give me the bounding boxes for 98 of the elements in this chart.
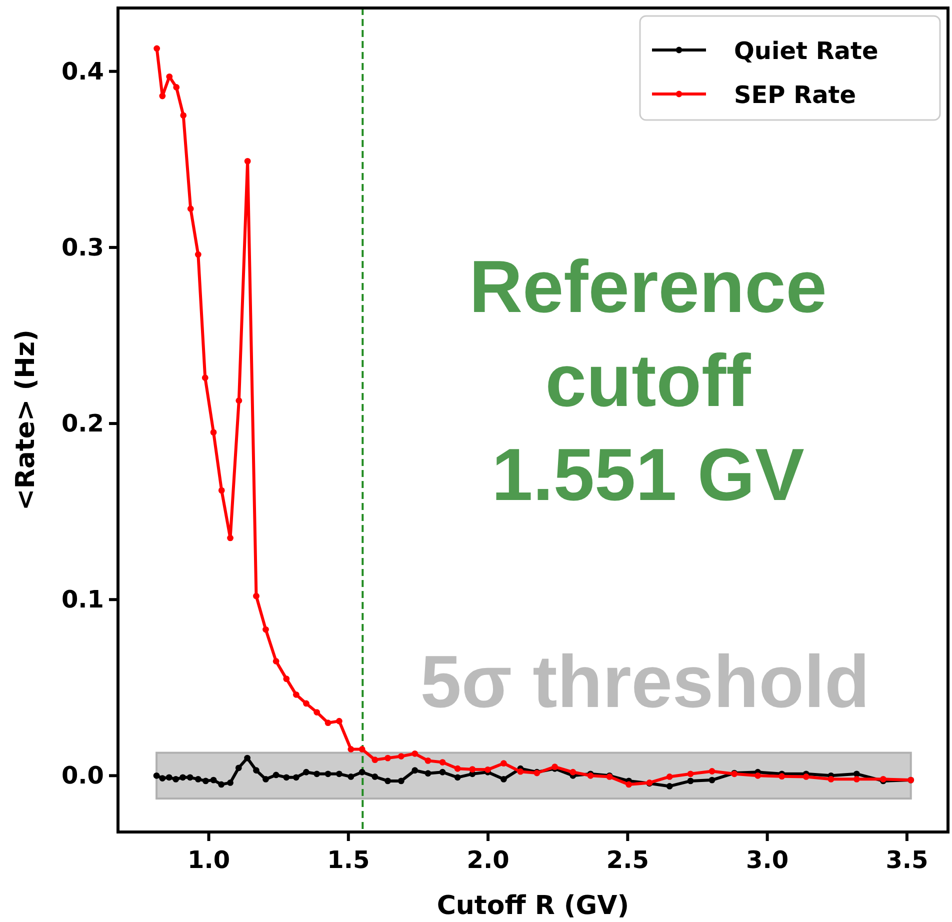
point (348, 774, 354, 780)
point (517, 768, 524, 775)
point (172, 776, 180, 782)
y-tick-label: 0.1 (61, 586, 104, 614)
point (292, 774, 300, 781)
x-tick-label: 1.5 (327, 846, 370, 874)
point (253, 592, 260, 600)
point (384, 778, 391, 784)
point (484, 766, 491, 773)
point (154, 45, 160, 52)
point (314, 770, 320, 778)
point (186, 774, 194, 781)
point (666, 783, 673, 790)
point (227, 534, 234, 542)
point (439, 768, 446, 776)
point (166, 774, 172, 781)
point (500, 776, 507, 782)
point (802, 774, 810, 780)
point (324, 720, 332, 726)
point (687, 778, 694, 784)
point (358, 746, 366, 752)
point (194, 776, 202, 782)
point (202, 374, 208, 381)
point (666, 774, 673, 780)
y-tick-label: 0.3 (61, 233, 104, 262)
point (262, 776, 269, 782)
point (358, 768, 366, 776)
point (210, 776, 217, 784)
x-tick-label: 3.0 (746, 846, 789, 874)
ref-line-label: Reference cutoff 1.551 GV (469, 245, 827, 516)
legend-label: SEP Rate (734, 81, 856, 109)
point (336, 718, 342, 724)
point (708, 776, 716, 784)
point (454, 774, 461, 781)
point (778, 773, 786, 780)
point (314, 709, 320, 716)
point (283, 774, 290, 781)
point (412, 750, 418, 757)
point (283, 676, 290, 682)
point (384, 754, 391, 762)
point (159, 775, 166, 782)
point (227, 780, 234, 786)
point (187, 206, 194, 212)
point (272, 772, 280, 778)
point (708, 768, 716, 774)
point (303, 768, 310, 776)
y-tick-label: 0.4 (61, 57, 104, 86)
point (202, 778, 209, 784)
point (272, 658, 280, 664)
point (194, 251, 202, 258)
point (244, 754, 251, 762)
point (424, 770, 432, 777)
point (159, 92, 166, 100)
point (439, 759, 446, 766)
point (210, 429, 217, 436)
band-label: 5σ threshold (420, 640, 870, 723)
x-tick-label: 1.0 (188, 846, 230, 874)
point (173, 84, 180, 90)
point (292, 691, 300, 698)
point (398, 778, 404, 784)
x-axis-title: Cutoff R (GV) (436, 891, 630, 921)
point (180, 774, 186, 781)
point (336, 770, 342, 778)
y-axis-title: <Rate> (Hz) (11, 330, 41, 510)
point (398, 753, 404, 760)
point (324, 770, 332, 778)
point (236, 397, 242, 404)
point (218, 781, 225, 788)
point (469, 766, 476, 773)
point (853, 776, 860, 782)
point (412, 767, 418, 774)
point (244, 158, 251, 164)
point (424, 757, 432, 764)
x-tick-label: 3.5 (886, 846, 928, 874)
point (262, 626, 269, 633)
point (235, 764, 242, 772)
point (828, 776, 834, 782)
point (454, 765, 461, 772)
point (180, 112, 187, 119)
x-tick-label: 2.0 (466, 846, 510, 874)
point (687, 770, 694, 778)
y-tick-label: 0.0 (61, 762, 104, 790)
point (166, 73, 173, 80)
point (372, 756, 378, 764)
point (570, 768, 576, 776)
point (754, 772, 762, 779)
y-tick-label: 0.2 (61, 410, 104, 438)
legend-label: Quiet Rate (734, 37, 878, 65)
point (218, 487, 225, 494)
point (853, 770, 860, 778)
x-tick-label: 2.5 (606, 846, 649, 874)
point (153, 772, 160, 779)
point (500, 760, 507, 767)
point (626, 781, 632, 788)
point (303, 700, 310, 707)
point (348, 746, 354, 752)
point (253, 767, 260, 774)
point (372, 774, 378, 780)
